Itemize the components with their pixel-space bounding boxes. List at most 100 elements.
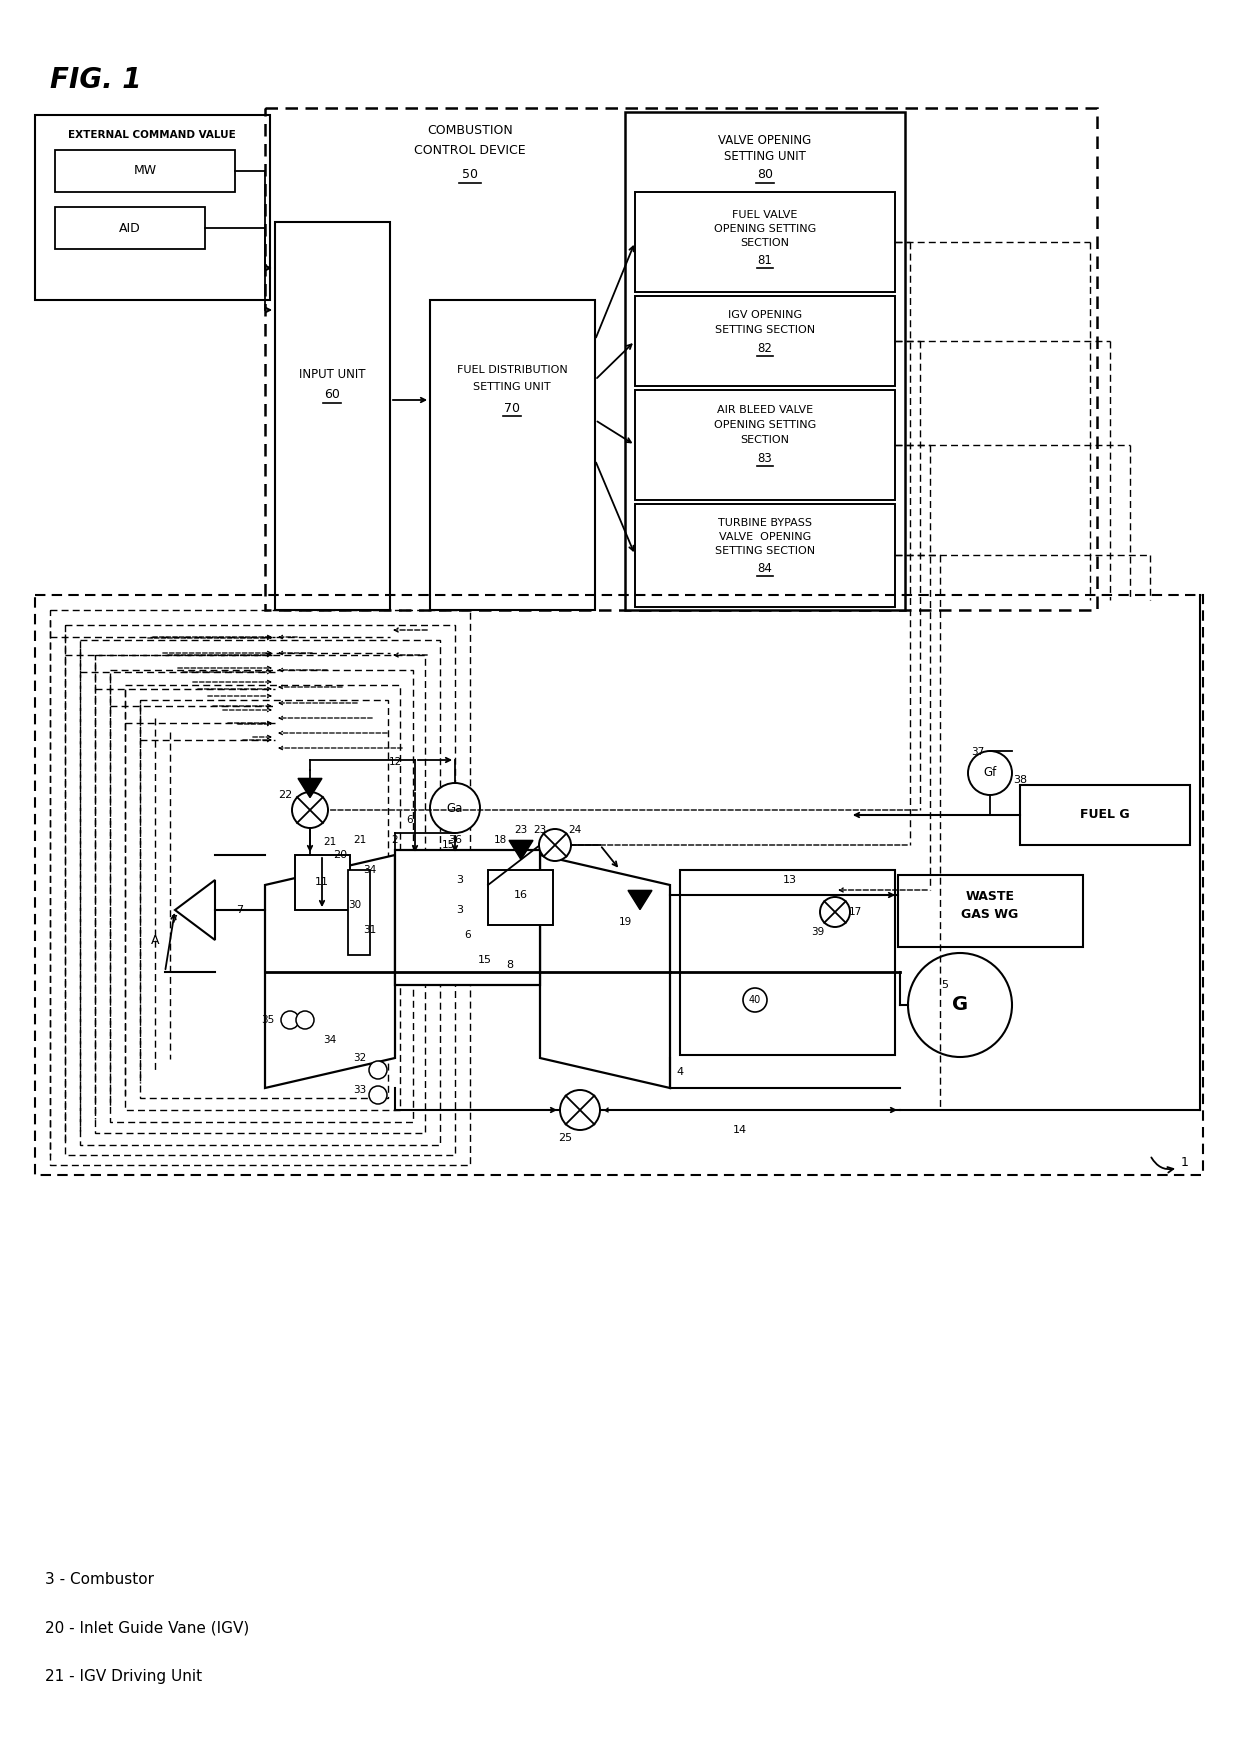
Text: 14: 14 <box>733 1124 746 1135</box>
Text: OPENING SETTING: OPENING SETTING <box>714 420 816 430</box>
Circle shape <box>539 829 570 861</box>
Text: 60: 60 <box>324 388 340 402</box>
Text: AIR BLEED VALVE: AIR BLEED VALVE <box>717 406 813 415</box>
Text: 1: 1 <box>1180 1156 1189 1168</box>
Bar <box>430 300 595 610</box>
Circle shape <box>430 784 480 833</box>
Polygon shape <box>175 880 215 940</box>
Circle shape <box>908 952 1012 1058</box>
Text: 31: 31 <box>363 924 377 935</box>
Text: 36: 36 <box>448 835 463 845</box>
Circle shape <box>296 1010 314 1030</box>
Bar <box>489 870 553 924</box>
Text: 23: 23 <box>533 826 547 835</box>
Text: EXTERNAL COMMAND VALUE: EXTERNAL COMMAND VALUE <box>68 130 236 141</box>
Text: 16: 16 <box>515 891 528 900</box>
Bar <box>635 390 895 501</box>
Text: IGV OPENING: IGV OPENING <box>728 309 802 320</box>
Bar <box>140 699 388 1098</box>
Text: A: A <box>151 933 159 947</box>
Text: 13: 13 <box>782 875 797 886</box>
Polygon shape <box>265 856 396 1088</box>
Text: 25: 25 <box>558 1133 572 1144</box>
Text: 40: 40 <box>749 994 761 1005</box>
Bar <box>396 850 539 986</box>
Text: 21: 21 <box>324 836 336 847</box>
Text: 3 - Combustor: 3 - Combustor <box>45 1573 154 1588</box>
Text: G: G <box>952 996 968 1014</box>
Circle shape <box>820 898 849 928</box>
Text: 20: 20 <box>332 850 347 859</box>
Text: 50: 50 <box>463 169 477 181</box>
Bar <box>680 870 895 1054</box>
Text: 82: 82 <box>758 341 773 355</box>
Bar <box>95 655 425 1133</box>
Text: 20 - Inlet Guide Vane (IGV): 20 - Inlet Guide Vane (IGV) <box>45 1620 249 1636</box>
Bar <box>35 114 270 300</box>
Text: 7: 7 <box>170 915 177 924</box>
Bar <box>35 596 1203 1175</box>
Bar <box>275 221 391 610</box>
Text: Ga: Ga <box>446 801 464 815</box>
Text: FUEL G: FUEL G <box>1080 808 1130 822</box>
Text: 37: 37 <box>971 747 985 757</box>
Text: Gf: Gf <box>983 766 997 780</box>
Text: 6: 6 <box>407 815 413 826</box>
Text: 83: 83 <box>758 452 773 464</box>
Text: SECTION: SECTION <box>740 436 790 445</box>
Bar <box>50 610 470 1165</box>
Text: 35: 35 <box>262 1016 274 1024</box>
Text: AID: AID <box>119 221 141 234</box>
Polygon shape <box>508 840 533 859</box>
Text: VALVE  OPENING: VALVE OPENING <box>719 532 811 541</box>
Text: 7: 7 <box>237 905 243 915</box>
Text: 33: 33 <box>353 1086 367 1095</box>
Polygon shape <box>298 778 322 798</box>
Circle shape <box>743 987 768 1012</box>
Text: 84: 84 <box>758 562 773 575</box>
Text: 18: 18 <box>494 835 507 845</box>
Polygon shape <box>627 891 652 910</box>
Bar <box>898 875 1083 947</box>
Bar <box>125 685 401 1110</box>
Text: 24: 24 <box>568 826 582 835</box>
Circle shape <box>281 1010 299 1030</box>
Text: INPUT UNIT: INPUT UNIT <box>299 369 366 381</box>
Text: 8: 8 <box>506 959 513 970</box>
Text: 2: 2 <box>392 835 398 845</box>
Bar <box>635 504 895 606</box>
Text: 32: 32 <box>353 1052 367 1063</box>
Text: SECTION: SECTION <box>740 237 790 248</box>
Text: VALVE OPENING: VALVE OPENING <box>718 134 812 146</box>
Circle shape <box>968 750 1012 794</box>
Polygon shape <box>539 856 670 1088</box>
Text: 3: 3 <box>456 875 464 886</box>
Text: 5: 5 <box>941 980 949 989</box>
Text: TURBINE BYPASS: TURBINE BYPASS <box>718 518 812 529</box>
Text: OPENING SETTING: OPENING SETTING <box>714 223 816 234</box>
Text: FUEL DISTRIBUTION: FUEL DISTRIBUTION <box>456 365 568 374</box>
Bar <box>64 625 455 1154</box>
Text: 22: 22 <box>278 791 293 799</box>
Text: SETTING SECTION: SETTING SECTION <box>715 325 815 336</box>
Text: 39: 39 <box>811 928 825 936</box>
Text: 34: 34 <box>324 1035 336 1045</box>
Bar <box>635 295 895 387</box>
Text: SETTING SECTION: SETTING SECTION <box>715 546 815 555</box>
Text: 17: 17 <box>848 907 862 917</box>
Text: COMBUSTION: COMBUSTION <box>427 123 513 137</box>
Text: GAS WG: GAS WG <box>961 908 1018 921</box>
Text: 30: 30 <box>348 900 362 910</box>
Text: 23: 23 <box>515 826 528 835</box>
Bar <box>55 207 205 249</box>
Circle shape <box>560 1089 600 1130</box>
Text: 19: 19 <box>619 917 631 928</box>
Text: WASTE: WASTE <box>966 891 1014 903</box>
Bar <box>635 192 895 292</box>
Text: FIG. 1: FIG. 1 <box>50 67 141 95</box>
Text: CONTROL DEVICE: CONTROL DEVICE <box>414 144 526 156</box>
Text: SETTING UNIT: SETTING UNIT <box>724 151 806 163</box>
Bar <box>348 870 370 956</box>
Text: 3: 3 <box>456 905 464 915</box>
Text: 12: 12 <box>388 757 402 768</box>
